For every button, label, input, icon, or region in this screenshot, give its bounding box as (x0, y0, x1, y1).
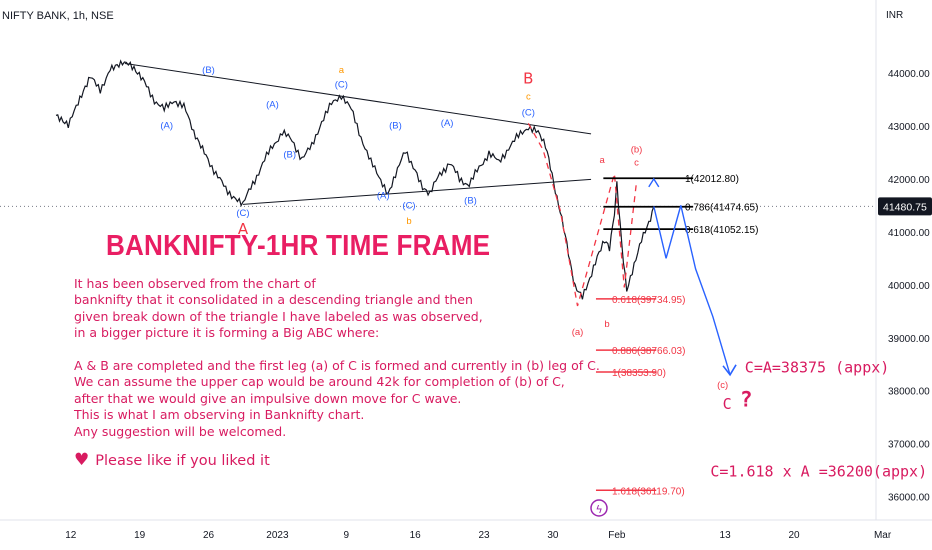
fib-level-label: 0.618(41052.15) (685, 225, 758, 236)
triangle-trendline (242, 178, 592, 205)
wave-label: (C) (335, 79, 348, 90)
target-annotation: C=A=38375 (appx) (745, 359, 890, 377)
wave-label: a (599, 155, 605, 166)
x-tick-label: 16 (410, 530, 422, 541)
fib-level-label: 0.786(41474.65) (685, 203, 758, 214)
target-annotation: C (723, 395, 732, 413)
y-tick-label: 44000.00 (888, 69, 930, 80)
wave-label: (B) (283, 150, 296, 161)
like-request: ♥ Please like if you liked it (74, 450, 270, 470)
wave-label: b (604, 319, 609, 330)
x-tick-label: 19 (134, 530, 146, 541)
x-tick-label: Mar (874, 530, 892, 541)
y-tick-label: 36000.00 (888, 493, 930, 504)
wave-label: (A) (160, 121, 173, 132)
x-tick-label: Feb (608, 530, 626, 541)
projection-path (653, 205, 731, 376)
x-tick-label: 13 (720, 530, 732, 541)
x-tick-label: 26 (203, 530, 215, 541)
like-text: Please like if you liked it (95, 453, 270, 469)
lightning-icon: ϟ (596, 503, 603, 516)
x-tick-label: 2023 (266, 530, 289, 541)
price-series-line (55, 59, 655, 300)
x-tick-label: 12 (65, 530, 77, 541)
chart-title: BANKNIFTY-1HR TIME FRAME (106, 230, 491, 262)
wave-label: a (339, 65, 345, 76)
x-tick-label: 30 (547, 530, 559, 541)
target-annotation: ? (740, 388, 753, 412)
currency-label: INR (886, 10, 904, 21)
heart-icon: ♥ (74, 450, 90, 470)
fib-level-label: 0.618(39734.95) (612, 295, 685, 306)
wave-label: (A) (266, 99, 279, 110)
event-icon[interactable] (590, 499, 608, 517)
projection-start-arrow (648, 177, 660, 188)
chart-symbol-label[interactable]: NIFTY BANK, 1h, NSE (2, 10, 114, 22)
wave-label: (b) (631, 144, 643, 155)
analysis-note: It has been observed from the chart of b… (74, 276, 600, 439)
abc-dashed-swing (527, 122, 638, 307)
wave-label: (C) (522, 107, 535, 118)
triangle-trendline (124, 62, 592, 135)
wave-label: B (523, 70, 533, 88)
wave-label: (C) (402, 201, 415, 212)
wave-label: (C) (236, 208, 249, 219)
fib-level-label: 1.618(36119.70) (612, 486, 685, 497)
wave-label: (A) (441, 118, 454, 129)
wave-label: c (526, 91, 531, 102)
x-tick-label: 20 (788, 530, 800, 541)
fib-level-label: 0.886(38766.03) (612, 346, 685, 357)
y-tick-label: 40000.00 (888, 281, 930, 292)
wave-label: c (634, 158, 639, 169)
wave-label: (B) (202, 65, 215, 76)
fib-level-label: 1(38353.90) (612, 368, 666, 379)
target-annotation: C=1.618 x A =36200(appx) (710, 462, 927, 480)
x-tick-label: 23 (478, 530, 490, 541)
y-tick-label: 43000.00 (888, 122, 930, 133)
wave-label: (c) (717, 380, 728, 391)
wave-label: (B) (464, 195, 477, 206)
wave-label: (a) (572, 327, 584, 338)
x-tick-label: 9 (343, 530, 349, 541)
wave-label: (A) (377, 190, 390, 201)
wave-label: A (238, 220, 249, 238)
projection-arrowhead (722, 364, 737, 377)
wave-label: b (406, 216, 411, 227)
y-tick-label: 41000.00 (888, 228, 930, 239)
last-price-tag (878, 197, 932, 216)
fib-level-label: 1(42012.80) (685, 174, 739, 185)
y-tick-label: 39000.00 (888, 334, 930, 345)
y-tick-label: 37000.00 (888, 440, 930, 451)
y-tick-label: 42000.00 (888, 175, 930, 186)
wave-label: (B) (389, 121, 402, 132)
last-price-label: 41480.75 (883, 201, 927, 213)
y-tick-label: 38000.00 (888, 387, 930, 398)
